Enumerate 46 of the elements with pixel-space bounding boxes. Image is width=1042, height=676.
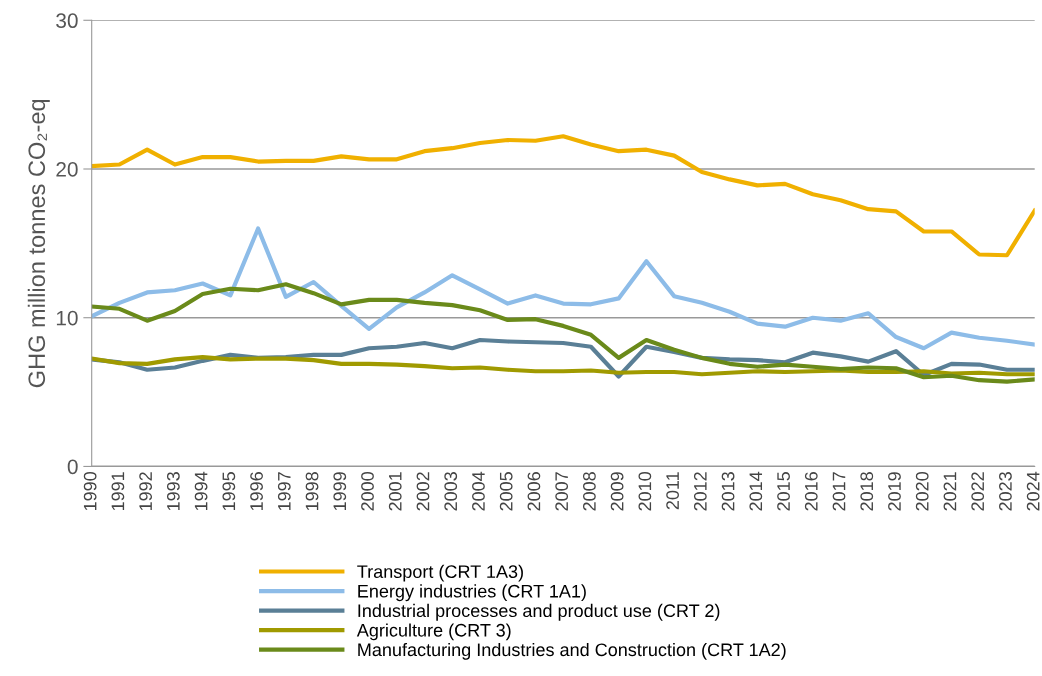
y-tick-label: 0 [67, 459, 78, 475]
x-tick-label: 2020 [915, 472, 929, 511]
x-tick-label: 1998 [305, 472, 319, 511]
x-tick-label: 1991 [111, 472, 125, 511]
x-tick-label: 2008 [583, 472, 596, 511]
x-tick-label: 2007 [555, 472, 569, 511]
legend-label: Manufacturing Industries and Construction (CRT 1A2) [358, 642, 786, 660]
x-tick-label: 2001 [388, 472, 402, 511]
x-tick-label: 2005 [499, 472, 513, 511]
x-tick-label: 2019 [888, 472, 901, 511]
legend-label: Industrial processes and product use (CRT 2) [358, 603, 720, 621]
legend-label: Transport (CRT 1A3) [357, 564, 523, 582]
x-tick-label: 1999 [333, 472, 347, 511]
x-tick-label: 2000 [361, 472, 374, 511]
x-tick-label: 2017 [832, 472, 846, 511]
x-tick-label: 2006 [527, 472, 541, 511]
x-tick-label: 2018 [860, 472, 874, 511]
x-tick-label: 1996 [250, 472, 263, 511]
x-tick-label: 2011 [666, 472, 679, 510]
x-tick-label: 1990 [83, 472, 97, 511]
x-tick-label: 2002 [416, 472, 430, 511]
legend-label: Energy industries (CRT 1A1) [358, 584, 586, 602]
x-tick-label: 1992 [139, 472, 153, 511]
x-tick-label: 1993 [166, 472, 180, 511]
x-tick-label: 1997 [277, 472, 291, 511]
y-axis-title: GHG million tonnes CO₂-eq [27, 99, 50, 388]
x-tick-label: 2010 [638, 472, 652, 511]
y-tick-label: 30 [56, 13, 78, 29]
x-tick-label: 2015 [777, 472, 790, 511]
x-tick-label: 2003 [444, 472, 458, 511]
x-tick-label: 2004 [472, 471, 485, 511]
legend-label: Agriculture (CRT 3) [356, 623, 511, 641]
line-series [91, 355, 1035, 377]
x-tick-label: 2009 [610, 472, 624, 511]
x-tick-label: 2021 [943, 472, 957, 511]
x-tick-label: 2016 [804, 472, 818, 511]
x-tick-label: 2024 [1026, 471, 1040, 511]
x-tick-label: 2012 [693, 472, 707, 511]
x-tick-label: 1994 [194, 471, 208, 511]
y-tick-label: 20 [56, 162, 78, 177]
x-tick-label: 2023 [999, 472, 1012, 511]
y-tick-label: 10 [56, 310, 78, 326]
x-tick-label: 1995 [222, 472, 236, 511]
x-tick-label: 2022 [971, 472, 985, 511]
x-tick-label: 2013 [721, 472, 735, 511]
x-tick-label: 2014 [749, 471, 763, 511]
